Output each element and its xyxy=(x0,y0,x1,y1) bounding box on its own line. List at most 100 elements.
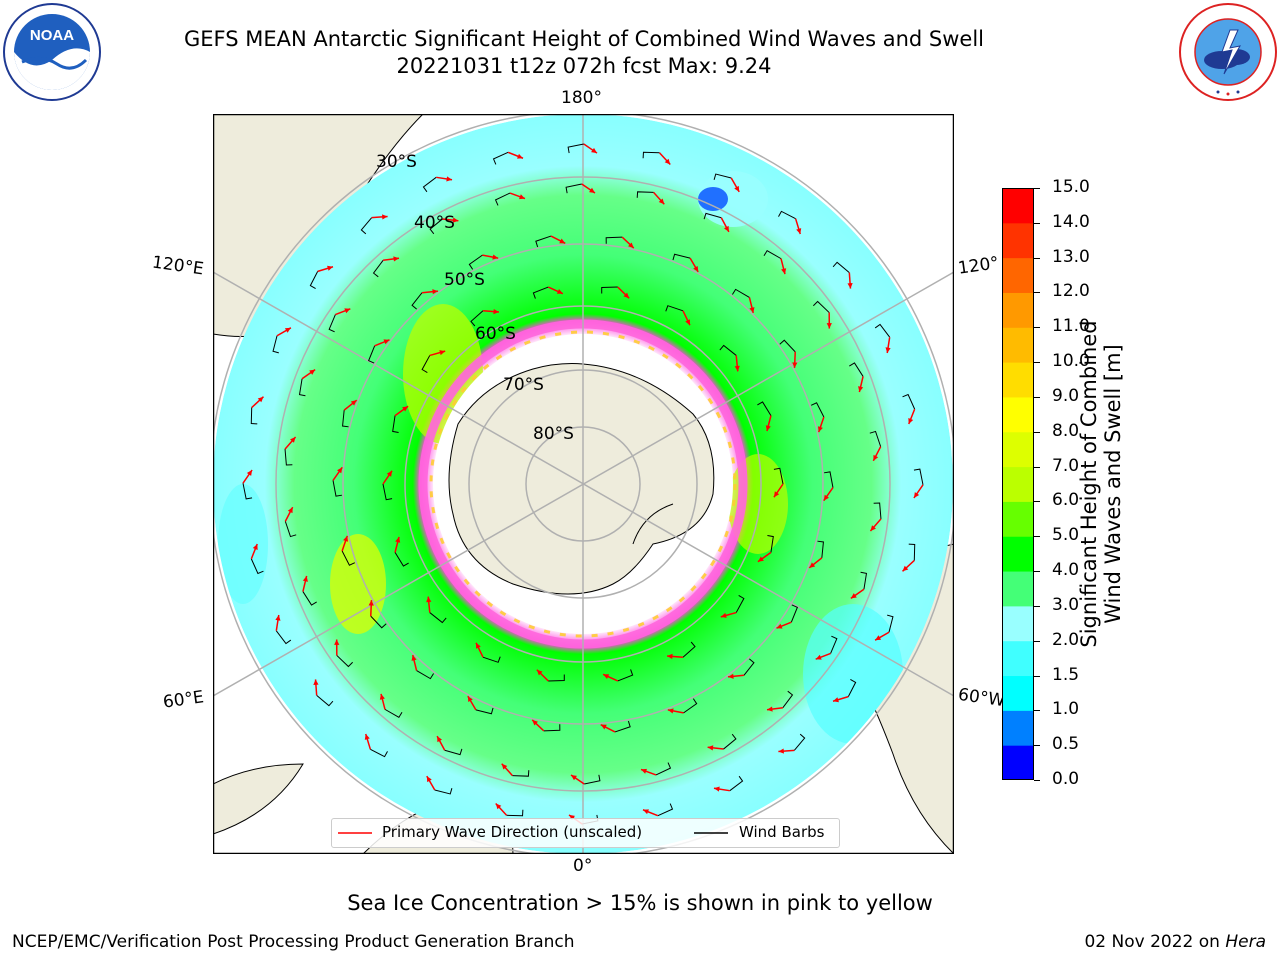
colorbar-tick-label: 0.5 xyxy=(1052,734,1080,755)
wind-barb xyxy=(713,173,732,180)
lon-label-180: 180° xyxy=(561,88,602,108)
wave-arrow-head xyxy=(902,565,909,572)
wind-barb xyxy=(902,393,916,410)
lon-label-120w: 120° xyxy=(956,253,1001,279)
wind-barb xyxy=(392,415,399,433)
wind-barb xyxy=(411,292,423,310)
wind-barb xyxy=(421,355,431,373)
wind-barb xyxy=(614,720,631,733)
wind-barb xyxy=(494,192,511,206)
wave-arrow-head xyxy=(623,292,630,299)
wind-barb xyxy=(328,314,336,333)
colorbar-tick-label: 3.0 xyxy=(1052,594,1080,615)
colorbar-tick-mark xyxy=(1034,640,1040,642)
wind-barb xyxy=(817,540,824,558)
wind-barb xyxy=(284,521,297,538)
wind-barb xyxy=(732,288,750,298)
colorbar-tick-label: 0.0 xyxy=(1052,769,1080,789)
colorbar-tick-mark xyxy=(1034,780,1040,781)
wind-barb xyxy=(665,305,684,312)
wave-arrow-head xyxy=(778,748,784,754)
colorbar-tick-label: 5.0 xyxy=(1052,525,1080,546)
wave-arrow-head xyxy=(495,803,502,810)
wave-arrow-head xyxy=(343,535,349,542)
colorbar-tick-mark xyxy=(1034,605,1040,607)
wave-arrow-head xyxy=(603,674,610,679)
wind-barb xyxy=(548,674,565,682)
map-legend: Primary Wave Direction (unscaled) Wind B… xyxy=(331,818,840,848)
wind-barb xyxy=(601,286,618,294)
wind-barb xyxy=(812,300,830,313)
colorbar-segment xyxy=(1002,257,1034,293)
colorbar-tick-mark xyxy=(1034,362,1040,364)
wind-barb xyxy=(779,339,796,353)
footer-machine: Hera xyxy=(1225,932,1266,952)
footer-date-text: 02 Nov 2022 on xyxy=(1084,932,1226,952)
land-antarctica xyxy=(448,363,715,595)
wave-arrow-head xyxy=(309,369,316,375)
wave-arrow-head xyxy=(685,319,690,326)
lon-label-60w: 60°W xyxy=(956,684,1007,712)
lat-label-50s: 50°S xyxy=(444,270,485,290)
wave-arrow-head xyxy=(640,768,647,774)
wave-arrow-head xyxy=(252,543,258,550)
wave-arrow-head xyxy=(536,669,543,676)
wave-arrow-head xyxy=(284,327,291,333)
wave-direction-arrows xyxy=(242,143,924,825)
wave-arrow-head xyxy=(556,289,563,294)
wind-barb xyxy=(617,669,634,682)
wind-barb xyxy=(729,775,744,792)
colorbar-tick-label: 7.0 xyxy=(1052,455,1080,476)
colorbar-tick-mark xyxy=(1034,745,1040,747)
wind-barb xyxy=(372,259,384,278)
wave-arrow-head xyxy=(809,562,816,568)
legend-wave-direction: Primary Wave Direction (unscaled) xyxy=(382,823,643,841)
wind-barb xyxy=(832,261,850,274)
colorbar-segment xyxy=(1002,396,1034,433)
wave-arrow-head xyxy=(767,706,773,712)
wind-barb xyxy=(869,430,882,447)
wind-barb xyxy=(793,733,806,751)
wave-arrow-head xyxy=(875,635,882,641)
colorbar-tick-mark xyxy=(1034,327,1040,329)
footer-date: 02 Nov 2022 on Hera xyxy=(1084,932,1266,952)
colorbar-tick-label: 9.0 xyxy=(1052,385,1080,406)
wave-arrow-head xyxy=(426,776,432,783)
wave-arrow-head xyxy=(568,814,575,821)
colorbar-segment xyxy=(1002,292,1034,328)
wind-barb xyxy=(242,483,253,500)
wave-arrow-head xyxy=(517,153,524,159)
wind-barb xyxy=(773,467,784,485)
colorbar-segment xyxy=(1002,327,1034,363)
wave-arrow-head xyxy=(386,470,393,477)
wave-arrow-head xyxy=(734,185,740,192)
colorbar-tick-label: 2.0 xyxy=(1052,629,1080,650)
wave-arrow-head xyxy=(713,786,720,792)
wave-arrow-head xyxy=(728,673,734,679)
wave-arrow-head xyxy=(426,596,432,603)
wind-barb xyxy=(567,143,584,154)
wind-barb xyxy=(342,410,349,428)
wave-arrow-head xyxy=(913,492,920,499)
colorbar-segment xyxy=(1002,571,1034,607)
wind-barb xyxy=(908,543,916,561)
wave-arrow-head xyxy=(257,396,264,403)
map-panel xyxy=(212,113,955,855)
colorbar-tick-mark xyxy=(1034,292,1040,294)
wind-barb xyxy=(683,698,698,714)
wind-barb xyxy=(873,502,882,519)
wind-barb xyxy=(735,595,745,613)
wind-barb xyxy=(468,254,483,270)
wind-barb xyxy=(444,748,463,756)
colorbar-tick-label: 1.5 xyxy=(1052,664,1080,685)
wind-barb xyxy=(535,235,552,248)
wind-barb xyxy=(778,210,796,220)
colorbar-tick-mark xyxy=(1034,466,1040,468)
wind-barb xyxy=(824,471,834,488)
wave-arrow-head xyxy=(850,593,857,599)
wind-barb xyxy=(506,809,524,817)
colorbar-label-line1: Significant Height of Combined xyxy=(1077,320,1101,648)
wind-barb xyxy=(394,552,409,567)
wind-barb xyxy=(913,468,924,485)
wave-arrow-head xyxy=(826,323,832,329)
